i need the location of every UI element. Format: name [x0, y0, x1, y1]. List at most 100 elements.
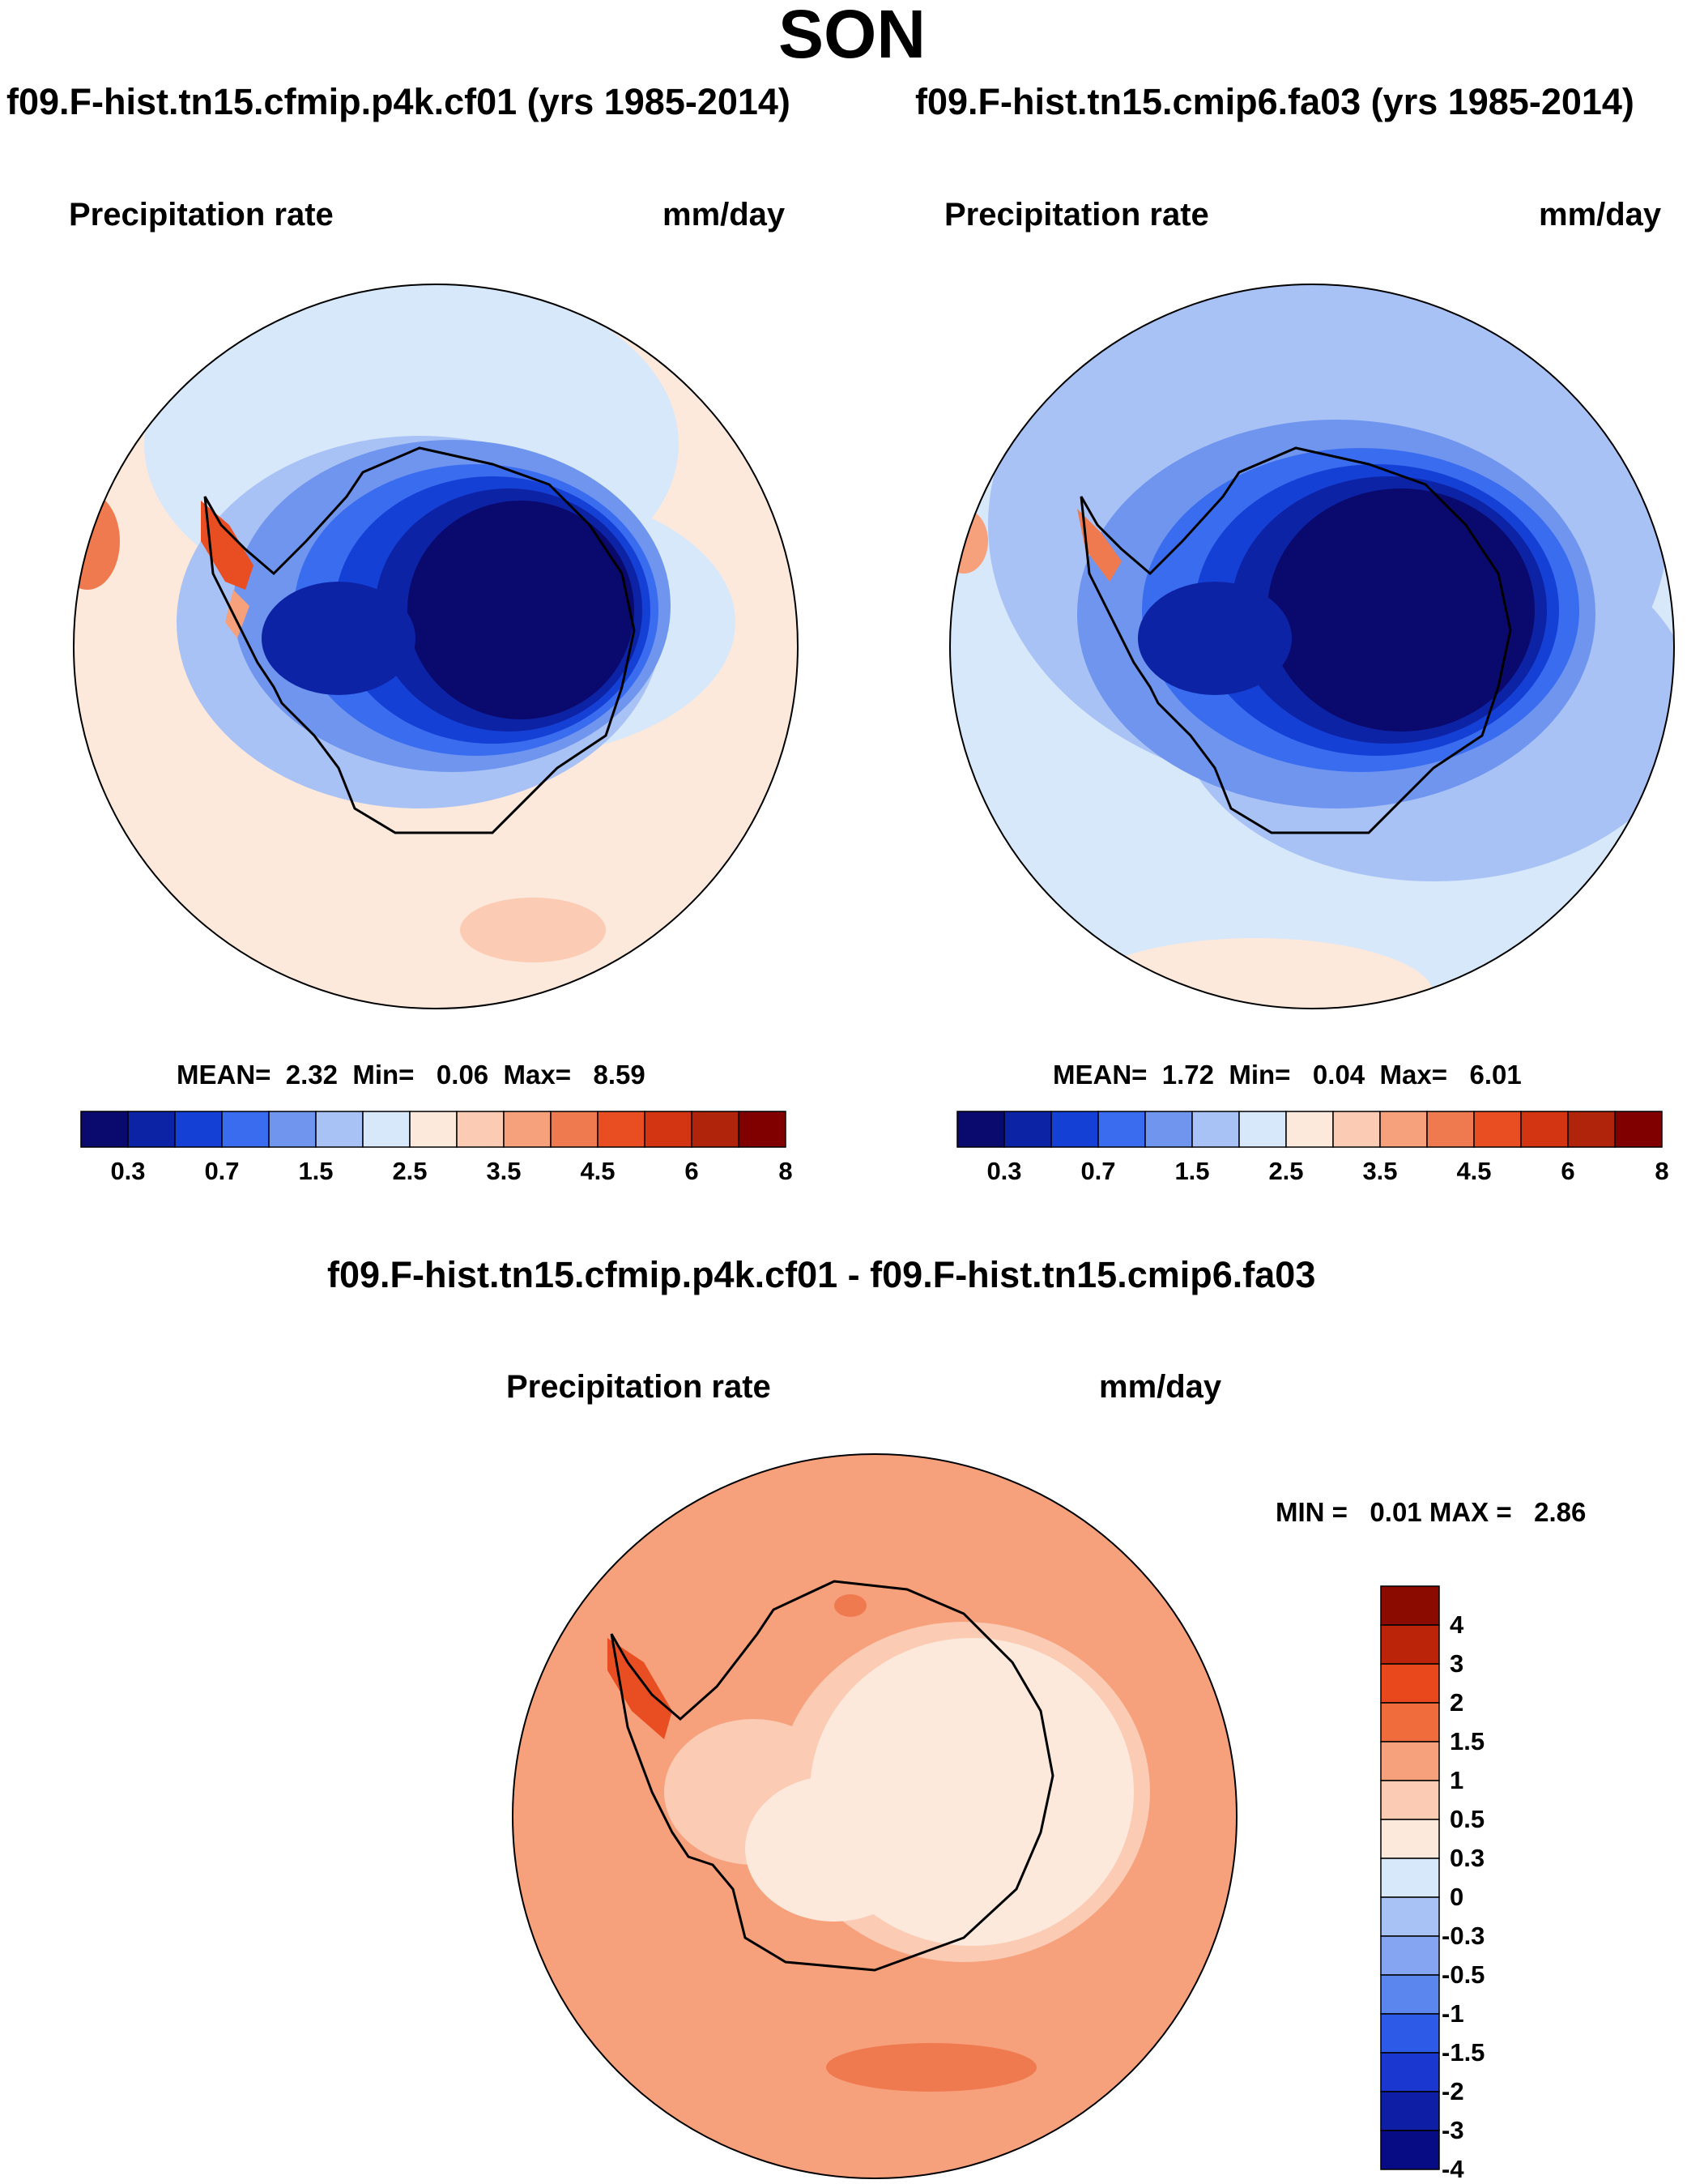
panel3-colorbar-tick-label: -0.3: [1442, 1922, 1485, 1950]
panel2-variable-label: Precipitation rate: [944, 197, 1209, 232]
panel1-colorbar-box: [550, 1111, 599, 1148]
panel1-colorbar-box: [174, 1111, 223, 1148]
panel3-colorbar-tick-label: 4: [1450, 1610, 1464, 1639]
panel3-colorbar-tick-label: 3: [1450, 1649, 1464, 1678]
panel1-colorbar-tick-label: 6: [684, 1157, 699, 1185]
panel1-colorbar-tick-label: 8: [778, 1157, 793, 1185]
panel1-stats: MEAN= 2.32 Min= 0.06 Max= 8.59: [177, 1060, 645, 1090]
panel3-colorbar-box: [1380, 1585, 1440, 1626]
panel2-polar-map: [949, 284, 1675, 1009]
panel3-colorbar-tick-label: -0.5: [1442, 1960, 1485, 1989]
panel3-colorbar-box: [1380, 2130, 1440, 2170]
panel1-colorbar-box: [409, 1111, 458, 1148]
panel3-colorbar-tick-label: -1.5: [1442, 2038, 1485, 2067]
panel2-colorbar-box: [1473, 1111, 1522, 1148]
panel1-colorbar-ticks: 0.3 0.7 1.5 2.5 3.5 4.5 6 8: [81, 1157, 792, 1189]
panel3-colorbar-box: [1380, 1780, 1440, 1820]
panel2-colorbar-tick-label: 3.5: [1362, 1157, 1398, 1185]
panel3-title: f09.F-hist.tn15.cfmip.p4k.cf01 - f09.F-h…: [327, 1254, 1316, 1295]
panel3-colorbar-tick-label: -2: [1442, 2077, 1464, 2105]
panel2-colorbar-box: [1003, 1111, 1052, 1148]
panel2-colorbar-box: [1567, 1111, 1616, 1148]
panel1-colorbar-tick-label: 4.5: [580, 1157, 616, 1185]
panel2-colorbar-box: [1426, 1111, 1475, 1148]
panel3-colorbar-box: [1380, 2013, 1440, 2054]
panel3-stats: MIN = 0.01 MAX = 2.86: [1276, 1497, 1587, 1527]
panel2-colorbar-box: [1332, 1111, 1381, 1148]
panel2-colorbar-tick-label: 8: [1655, 1157, 1669, 1185]
panel3-units-label: mm/day: [1099, 1369, 1222, 1405]
panel2-colorbar-box: [1520, 1111, 1569, 1148]
panel2-colorbar-box: [1191, 1111, 1240, 1148]
panel1-coastline: [203, 446, 636, 834]
panel1-variable-label: Precipitation rate: [69, 197, 334, 232]
panel2-colorbar-box: [956, 1111, 1005, 1148]
panel1-colorbar-box: [738, 1111, 786, 1148]
panel1-colorbar-tick-label: 0.7: [204, 1157, 240, 1185]
panel1-colorbar-tick-label: 0.3: [110, 1157, 146, 1185]
panel2-title: f09.F-hist.tn15.cmip6.fa03 (yrs 1985-201…: [915, 81, 1634, 122]
panel3-colorbar-box: [1380, 1974, 1440, 2015]
panel1-polar-map: [73, 284, 799, 1009]
panel2-colorbar-box: [1614, 1111, 1663, 1148]
panel1-colorbar: [80, 1111, 786, 1148]
panel3-colorbar-box: [1380, 1624, 1440, 1665]
panel3-colorbar-tick-label: 2: [1450, 1688, 1464, 1717]
panel3-colorbar-box: [1380, 1741, 1440, 1781]
panel1-colorbar-box: [315, 1111, 364, 1148]
panel3-colorbar-tick-label: 1: [1450, 1766, 1464, 1794]
panel1-colorbar-tick-label: 3.5: [486, 1157, 522, 1185]
panel1-colorbar-box: [644, 1111, 692, 1148]
panel3-colorbar-box: [1380, 1858, 1440, 1898]
figure-title: SON: [777, 0, 927, 72]
panel3-colorbar-box: [1380, 1896, 1440, 1937]
panel2-units-label: mm/day: [1539, 197, 1662, 232]
panel2-coastline: [1080, 446, 1512, 834]
panel2-colorbar-box: [1379, 1111, 1428, 1148]
panel1-units-label: mm/day: [662, 197, 786, 232]
panel3-colorbar-tick-label: 0.3: [1450, 1844, 1485, 1872]
panel3-colorbar-box: [1380, 2091, 1440, 2131]
panel2-colorbar-tick-label: 1.5: [1174, 1157, 1210, 1185]
panel3-variable-label: Precipitation rate: [506, 1369, 771, 1405]
panel2-colorbar-tick-label: 0.7: [1080, 1157, 1116, 1185]
panel2-colorbar-tick-label: 4.5: [1456, 1157, 1492, 1185]
panel3-colorbar-tick-label: 0: [1450, 1883, 1464, 1911]
panel3-colorbar-tick-label: -4: [1442, 2155, 1464, 2183]
panel2-colorbar-box: [1144, 1111, 1193, 1148]
panel3-colorbar-tick-label: -1: [1442, 1999, 1464, 2028]
panel1-colorbar-box: [503, 1111, 552, 1148]
panel1-title: f09.F-hist.tn15.cfmip.p4k.cf01 (yrs 1985…: [6, 81, 790, 122]
panel2-colorbar-ticks: 0.3 0.7 1.5 2.5 3.5 4.5 6 8: [957, 1157, 1668, 1189]
panel1-colorbar-box: [362, 1111, 411, 1148]
panel1-colorbar-box: [127, 1111, 176, 1148]
panel3-colorbar-ticks: 4 3 2 1.5 1 0.5 0.3 0 -0.3 -0.5 -1 -1.5 -2 -3 -4: [1442, 1586, 1547, 2183]
panel2-colorbar-tick-label: 6: [1561, 1157, 1575, 1185]
panel3-polar-map: [512, 1453, 1238, 2179]
panel3-colorbar-box: [1380, 1935, 1440, 1976]
panel3-colorbar-tick-label: -3: [1442, 2116, 1464, 2144]
panel2-colorbar-tick-label: 0.3: [986, 1157, 1022, 1185]
panel3-colorbar-box: [1380, 2052, 1440, 2092]
panel3-colorbar-box: [1380, 1819, 1440, 1859]
panel1-colorbar-box: [221, 1111, 270, 1148]
panel2-colorbar-box: [1285, 1111, 1334, 1148]
panel1-colorbar-box: [456, 1111, 505, 1148]
panel1-colorbar-tick-label: 1.5: [298, 1157, 334, 1185]
panel2-colorbar-box: [1238, 1111, 1287, 1148]
panel3-colorbar-tick-label: 1.5: [1450, 1727, 1485, 1755]
panel2-stats: MEAN= 1.72 Min= 0.04 Max= 6.01: [1053, 1060, 1522, 1090]
panel3-coastline: [610, 1580, 1054, 1972]
panel3-colorbar-tick-label: 0.5: [1450, 1805, 1485, 1833]
panel1-colorbar-box: [268, 1111, 317, 1148]
panel2-colorbar-tick-label: 2.5: [1268, 1157, 1304, 1185]
panel3-colorbar: [1380, 1585, 1440, 2170]
panel2-colorbar-box: [1097, 1111, 1146, 1148]
panel1-colorbar-box: [597, 1111, 645, 1148]
panel2-colorbar-box: [1050, 1111, 1099, 1148]
panel1-colorbar-tick-label: 2.5: [392, 1157, 428, 1185]
panel3-colorbar-box: [1380, 1702, 1440, 1743]
panel1-colorbar-box: [691, 1111, 739, 1148]
panel2-colorbar: [956, 1111, 1663, 1148]
panel3-colorbar-box: [1380, 1663, 1440, 1704]
